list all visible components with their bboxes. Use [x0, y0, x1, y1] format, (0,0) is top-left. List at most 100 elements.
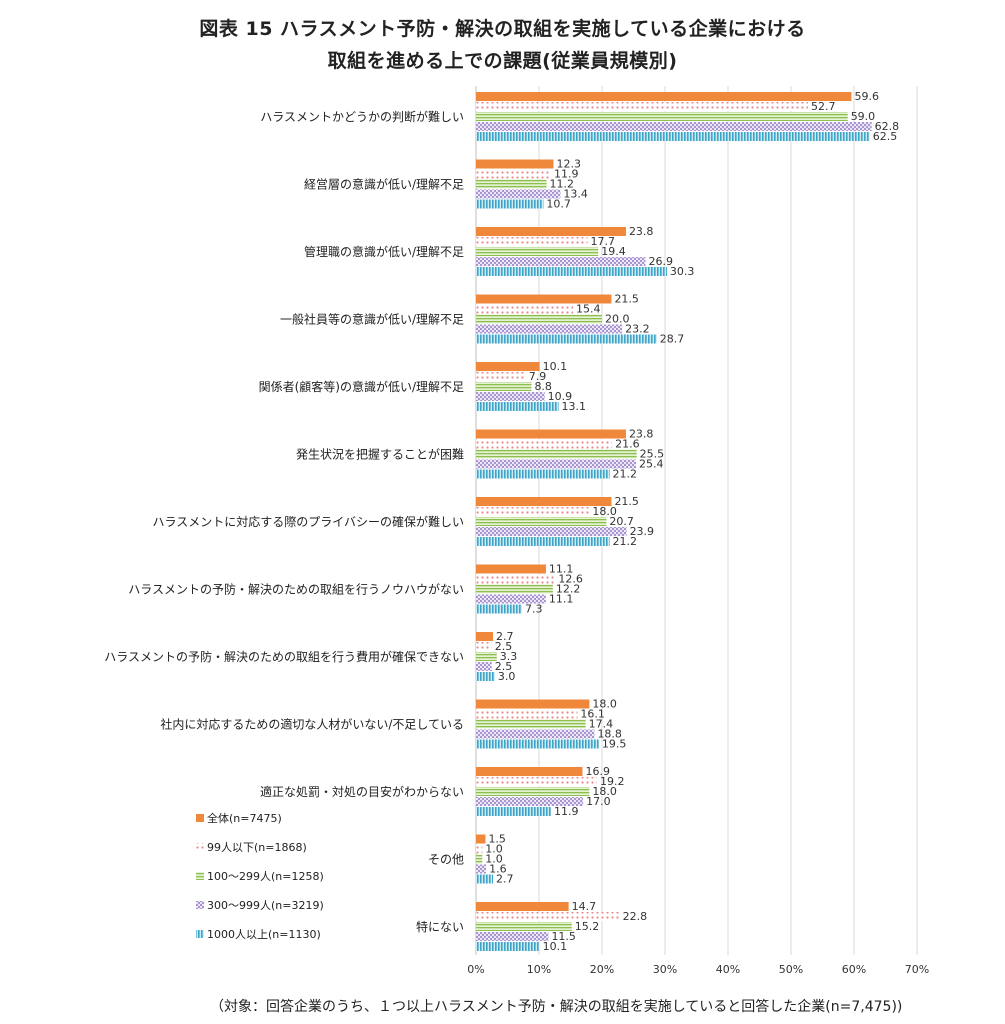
bar — [476, 304, 574, 314]
bar — [476, 469, 610, 479]
bar — [476, 662, 492, 671]
bar — [476, 922, 572, 931]
data-label: 59.6 — [854, 90, 879, 103]
bar — [476, 132, 870, 141]
data-label: 16.9 — [585, 765, 610, 778]
data-label: 21.5 — [614, 495, 639, 508]
category-label: ハラスメントかどうかの判断が難しい — [260, 109, 464, 124]
data-label: 16.1 — [580, 708, 605, 721]
x-tick-label: 50% — [779, 963, 803, 976]
footnote: （対象：回答企業のうち、１つ以上ハラスメント予防・解決の取組を実施していると回答… — [210, 999, 903, 1015]
x-tick-label: 0% — [467, 963, 484, 976]
bar — [476, 874, 494, 884]
bar — [476, 912, 620, 921]
legend: 全体(n=7475) 99人以下(n=1868) 100〜299人(n=1258) 3… — [196, 811, 324, 941]
bar — [476, 584, 553, 594]
data-label: 21.2 — [613, 468, 638, 481]
data-label: 17.4 — [589, 718, 614, 731]
bar — [476, 854, 483, 864]
data-label: 62.8 — [875, 120, 900, 133]
data-label: 21.6 — [615, 438, 640, 451]
bar — [476, 564, 546, 574]
legend-label: 99人以下(n=1868) — [207, 841, 307, 854]
chart-title-line1: 図表 15 ハラスメント予防・解決の取組を実施している企業における — [199, 18, 806, 40]
data-label: 26.9 — [648, 255, 673, 268]
data-label: 23.8 — [629, 428, 654, 441]
data-label: 17.7 — [591, 235, 616, 248]
chart-title-line2: 取組を進める上での課題(従業員規模別) — [327, 50, 678, 72]
x-tick-label: 10% — [527, 963, 551, 976]
data-labels: 59.652.759.062.862.512.311.911.213.410.7… — [485, 90, 899, 953]
bar — [476, 632, 494, 641]
data-label: 2.7 — [496, 630, 514, 643]
legend-label: 全体(n=7475) — [207, 811, 282, 825]
data-label: 17.0 — [586, 795, 611, 808]
data-label: 3.3 — [500, 650, 518, 663]
x-tick-label: 40% — [716, 963, 740, 976]
bar — [476, 709, 578, 719]
bar — [476, 402, 559, 411]
legend-swatch — [196, 814, 204, 822]
data-label: 10.1 — [543, 360, 568, 373]
bar — [476, 902, 569, 911]
data-label: 10.1 — [543, 940, 568, 953]
data-label: 25.4 — [639, 458, 664, 471]
bar — [476, 652, 497, 661]
data-label: 20.0 — [605, 313, 630, 326]
bar — [476, 227, 626, 236]
data-label: 11.5 — [551, 930, 576, 943]
legend-label: 1000人以上(n=1130) — [207, 928, 321, 941]
bar — [476, 864, 487, 874]
category-label: 発生状況を把握することが困難 — [296, 447, 464, 462]
category-labels: ハラスメントかどうかの判断が難しい経営層の意識が低い/理解不足管理職の意識が低い… — [104, 109, 464, 934]
legend-swatch — [196, 901, 204, 909]
bar — [476, 834, 486, 844]
data-label: 10.9 — [548, 390, 573, 403]
data-label: 11.1 — [549, 563, 574, 576]
bar — [476, 537, 610, 546]
data-label: 62.5 — [873, 130, 898, 143]
data-label: 23.9 — [630, 525, 655, 538]
data-label: 18.0 — [592, 698, 617, 711]
legend-swatch — [196, 872, 204, 880]
data-label: 12.3 — [556, 158, 581, 171]
bar — [476, 729, 595, 739]
legend-label: 300〜999人(n=3219) — [207, 899, 324, 912]
x-tick-label: 60% — [842, 963, 866, 976]
data-label: 11.9 — [554, 805, 579, 818]
category-label: 一般社員等の意識が低い/理解不足 — [280, 312, 464, 327]
category-label: ハラスメントの予防・解決のための取組を行うノウハウがない — [128, 582, 464, 597]
x-tick-label: 20% — [590, 963, 614, 976]
data-label: 11.1 — [549, 593, 574, 606]
bar — [476, 112, 848, 121]
bar — [476, 699, 590, 709]
data-label: 7.9 — [529, 370, 547, 383]
bar — [476, 787, 590, 796]
data-label: 19.4 — [601, 245, 626, 258]
bar — [476, 122, 872, 131]
data-label: 1.0 — [485, 843, 503, 856]
data-label: 8.8 — [534, 380, 552, 393]
bar — [476, 314, 602, 324]
bar — [476, 604, 522, 614]
legend-swatch — [196, 930, 204, 938]
x-tick-label: 30% — [653, 963, 677, 976]
data-label: 1.5 — [488, 833, 506, 846]
data-label: 18.0 — [592, 785, 617, 798]
bar — [476, 382, 532, 391]
bar — [476, 797, 584, 806]
bar — [476, 429, 626, 439]
bars — [476, 92, 872, 951]
bar — [476, 362, 540, 371]
category-label: 経営層の意識が低い/理解不足 — [304, 177, 464, 192]
data-label: 7.3 — [525, 603, 543, 616]
bar — [476, 527, 627, 536]
data-label: 23.2 — [625, 323, 650, 336]
data-label: 25.5 — [640, 448, 665, 461]
data-label: 28.7 — [660, 333, 685, 346]
bar — [476, 767, 583, 776]
data-label: 2.5 — [495, 660, 513, 673]
category-label: ハラスメントに対応する際のプライバシーの確保が難しい — [152, 514, 464, 529]
bar — [476, 159, 554, 169]
